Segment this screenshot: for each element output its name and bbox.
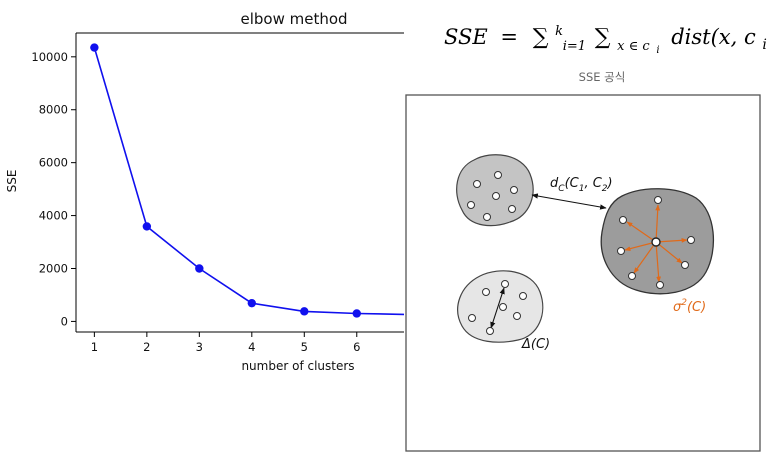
y-tick-label: 10000 [31,50,68,64]
diameter-arrow [490,287,505,329]
data-point [510,186,518,194]
sse-point [352,309,361,318]
data-point [619,216,627,224]
cluster-c1-points [467,171,518,221]
formula-sum1: ∑ [533,25,549,50]
data-point [492,192,500,200]
sse-formula: SSE = ∑ k i=1 ∑ x ∈ c i dist(x, c i ) 2 … [444,16,768,84]
x-tick-label: 4 [248,340,255,354]
data-point [483,213,491,221]
formula-caption: SSE 공식 [579,70,626,84]
data-point [681,261,689,269]
elbow-chart: elbow method 0 2000 4000 6000 8000 10000 1 2 3 4… [5,10,404,373]
data-point [617,247,625,255]
data-point [513,312,521,320]
data-point [467,201,475,209]
y-tick-label: 8000 [39,103,68,117]
sse-point [90,43,99,52]
formula-body-index: i [762,37,766,53]
formula-equals: = [500,25,518,49]
data-point [501,280,509,288]
x-axis-label: number of clusters [241,359,354,373]
x-tick-label: 1 [91,340,98,354]
data-point [468,314,476,322]
data-point [494,171,502,179]
chart-title: elbow method [240,10,347,28]
distance-arrow [531,193,607,210]
data-point [628,272,636,280]
x-tick-label: 5 [301,340,308,354]
cluster-diagram: dC(C1, C2) σ2(C) Δ(C) [405,94,761,452]
variance-label: σ2(C) [673,298,706,315]
cluster-c3-points [468,280,527,335]
formula-sum1-sup: k [555,24,563,39]
data-point [687,236,695,244]
x-tick-label: 3 [196,340,203,354]
formula-lhs: SSE [444,25,488,49]
data-point [654,196,662,204]
data-point [482,288,490,296]
x-tick-label: 2 [143,340,150,354]
sse-line [93,47,404,316]
formula-sum2-sub: x ∈ c [617,39,650,54]
formula-sum2: ∑ [595,25,611,50]
cluster-centroid [651,237,661,247]
y-ticks: 0 2000 4000 6000 8000 10000 [31,50,76,328]
cluster-c2-points [617,196,695,289]
series-layer [90,43,404,318]
variance-arrows [624,204,688,283]
data-point [486,327,494,335]
formula-sum2-sub-index: i [656,45,659,56]
x-tick-label: 6 [353,340,360,354]
sse-point [195,264,204,273]
formula-text: SSE = ∑ k i=1 ∑ x ∈ c i dist(x, c i ) 2 [444,16,768,58]
sse-point [142,222,152,231]
y-tick-label: 2000 [39,261,68,275]
y-tick-label: 0 [61,314,68,328]
sse-point [300,307,309,316]
series-body [90,43,404,318]
distance-label: dC(C1, C2) [550,176,613,194]
data-point [508,205,516,213]
y-tick-label: 4000 [39,209,68,223]
plot-frame [75,32,404,333]
cluster-c1 [456,154,534,227]
sse-point [247,298,257,308]
diagram-frame [405,94,761,452]
data-point [473,180,481,188]
data-point [519,292,527,300]
y-axis-label: SSE [5,170,19,193]
diameter-label: Δ(C) [521,337,550,352]
data-point [499,303,507,311]
formula-sum1-sub: i=1 [563,39,586,54]
y-tick-label: 6000 [39,156,68,170]
data-point [656,281,664,289]
x-ticks: 1 2 3 4 5 6 [91,332,360,354]
formula-body: dist(x, c [671,25,756,49]
